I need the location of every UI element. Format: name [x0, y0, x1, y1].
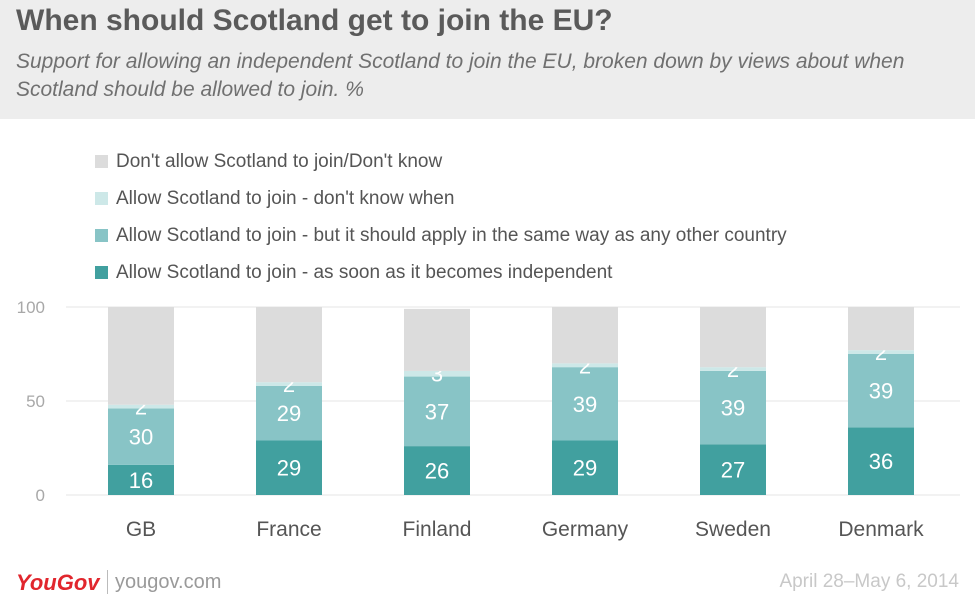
bar-segment: [256, 385, 322, 441]
data-label: 29: [573, 456, 597, 481]
legend: Don't allow Scotland to join/Don't know …: [95, 143, 787, 291]
bar-segment: [404, 308, 470, 371]
header: When should Scotland get to join the EU?…: [0, 0, 975, 119]
x-tick-label: GB: [126, 518, 156, 541]
legend-item: Allow Scotland to join - but it should a…: [95, 217, 787, 254]
data-label: 26: [425, 459, 449, 484]
bar-segment: [404, 376, 470, 447]
data-label: 29: [277, 456, 301, 481]
y-tick-label: 50: [26, 392, 45, 411]
bar-segment: [848, 354, 914, 428]
bar-segment: [700, 370, 766, 445]
bar-segment: [256, 440, 322, 495]
data-label: 29: [277, 401, 301, 426]
data-label: 30: [129, 425, 153, 450]
legend-label: Don't allow Scotland to join/Don't know: [116, 150, 443, 172]
data-label: 39: [721, 396, 745, 421]
x-tick-label: Germany: [542, 518, 629, 541]
data-label: 27: [721, 458, 745, 483]
legend-label: Allow Scotland to join - but it should a…: [116, 224, 787, 246]
bar-segment: [552, 367, 618, 441]
bar-segment: [552, 363, 618, 368]
bar-segment: [404, 446, 470, 495]
bar-segment: [700, 444, 766, 495]
x-tick-label: Sweden: [695, 518, 771, 541]
legend-label: Allow Scotland to join - don't know when: [116, 187, 455, 209]
bar-segment: [108, 307, 174, 405]
footer-site: yougov.com: [115, 571, 222, 593]
legend-swatch: [95, 266, 108, 279]
bar-segment: [404, 370, 470, 377]
bar-segment: [108, 464, 174, 495]
chart-title: When should Scotland get to join the EU?: [16, 4, 613, 37]
legend-swatch: [95, 155, 108, 168]
bar-segment: [848, 427, 914, 495]
bar-segment: [256, 307, 322, 383]
data-label: 16: [129, 468, 153, 493]
legend-item: Don't allow Scotland to join/Don't know: [95, 143, 787, 180]
chart-subtitle: Support for allowing an independent Scot…: [16, 50, 905, 101]
x-tick-label: Finland: [403, 518, 472, 541]
data-label: 36: [869, 449, 893, 474]
stacked-bar-chart: 05010016302GB29292France26373Finland2939…: [17, 298, 960, 541]
legend-label: Allow Scotland to join - as soon as it b…: [116, 261, 613, 283]
bar-segment: [700, 367, 766, 371]
bar-segment: [256, 382, 322, 386]
bar-segment: [108, 408, 174, 465]
legend-swatch: [95, 192, 108, 205]
data-label: 39: [573, 392, 597, 417]
yougov-logo: YouGov: [16, 570, 100, 595]
y-tick-label: 100: [17, 298, 45, 317]
footer-date: April 28–May 6, 2014: [779, 571, 959, 592]
bar-segment: [848, 307, 914, 351]
x-tick-label: Denmark: [838, 518, 924, 541]
bar-segment: [552, 440, 618, 495]
footer-divider: [107, 570, 108, 594]
bar-segment: [848, 350, 914, 354]
data-label: 37: [425, 399, 449, 424]
data-label: 39: [869, 379, 893, 404]
y-tick-label: 0: [36, 486, 45, 505]
bar-segment: [108, 404, 174, 409]
bar-segment: [700, 307, 766, 368]
legend-item: Allow Scotland to join - as soon as it b…: [95, 254, 787, 291]
legend-swatch: [95, 229, 108, 242]
x-tick-label: France: [256, 518, 321, 541]
bar-segment: [552, 307, 618, 364]
legend-item: Allow Scotland to join - don't know when: [95, 180, 787, 217]
